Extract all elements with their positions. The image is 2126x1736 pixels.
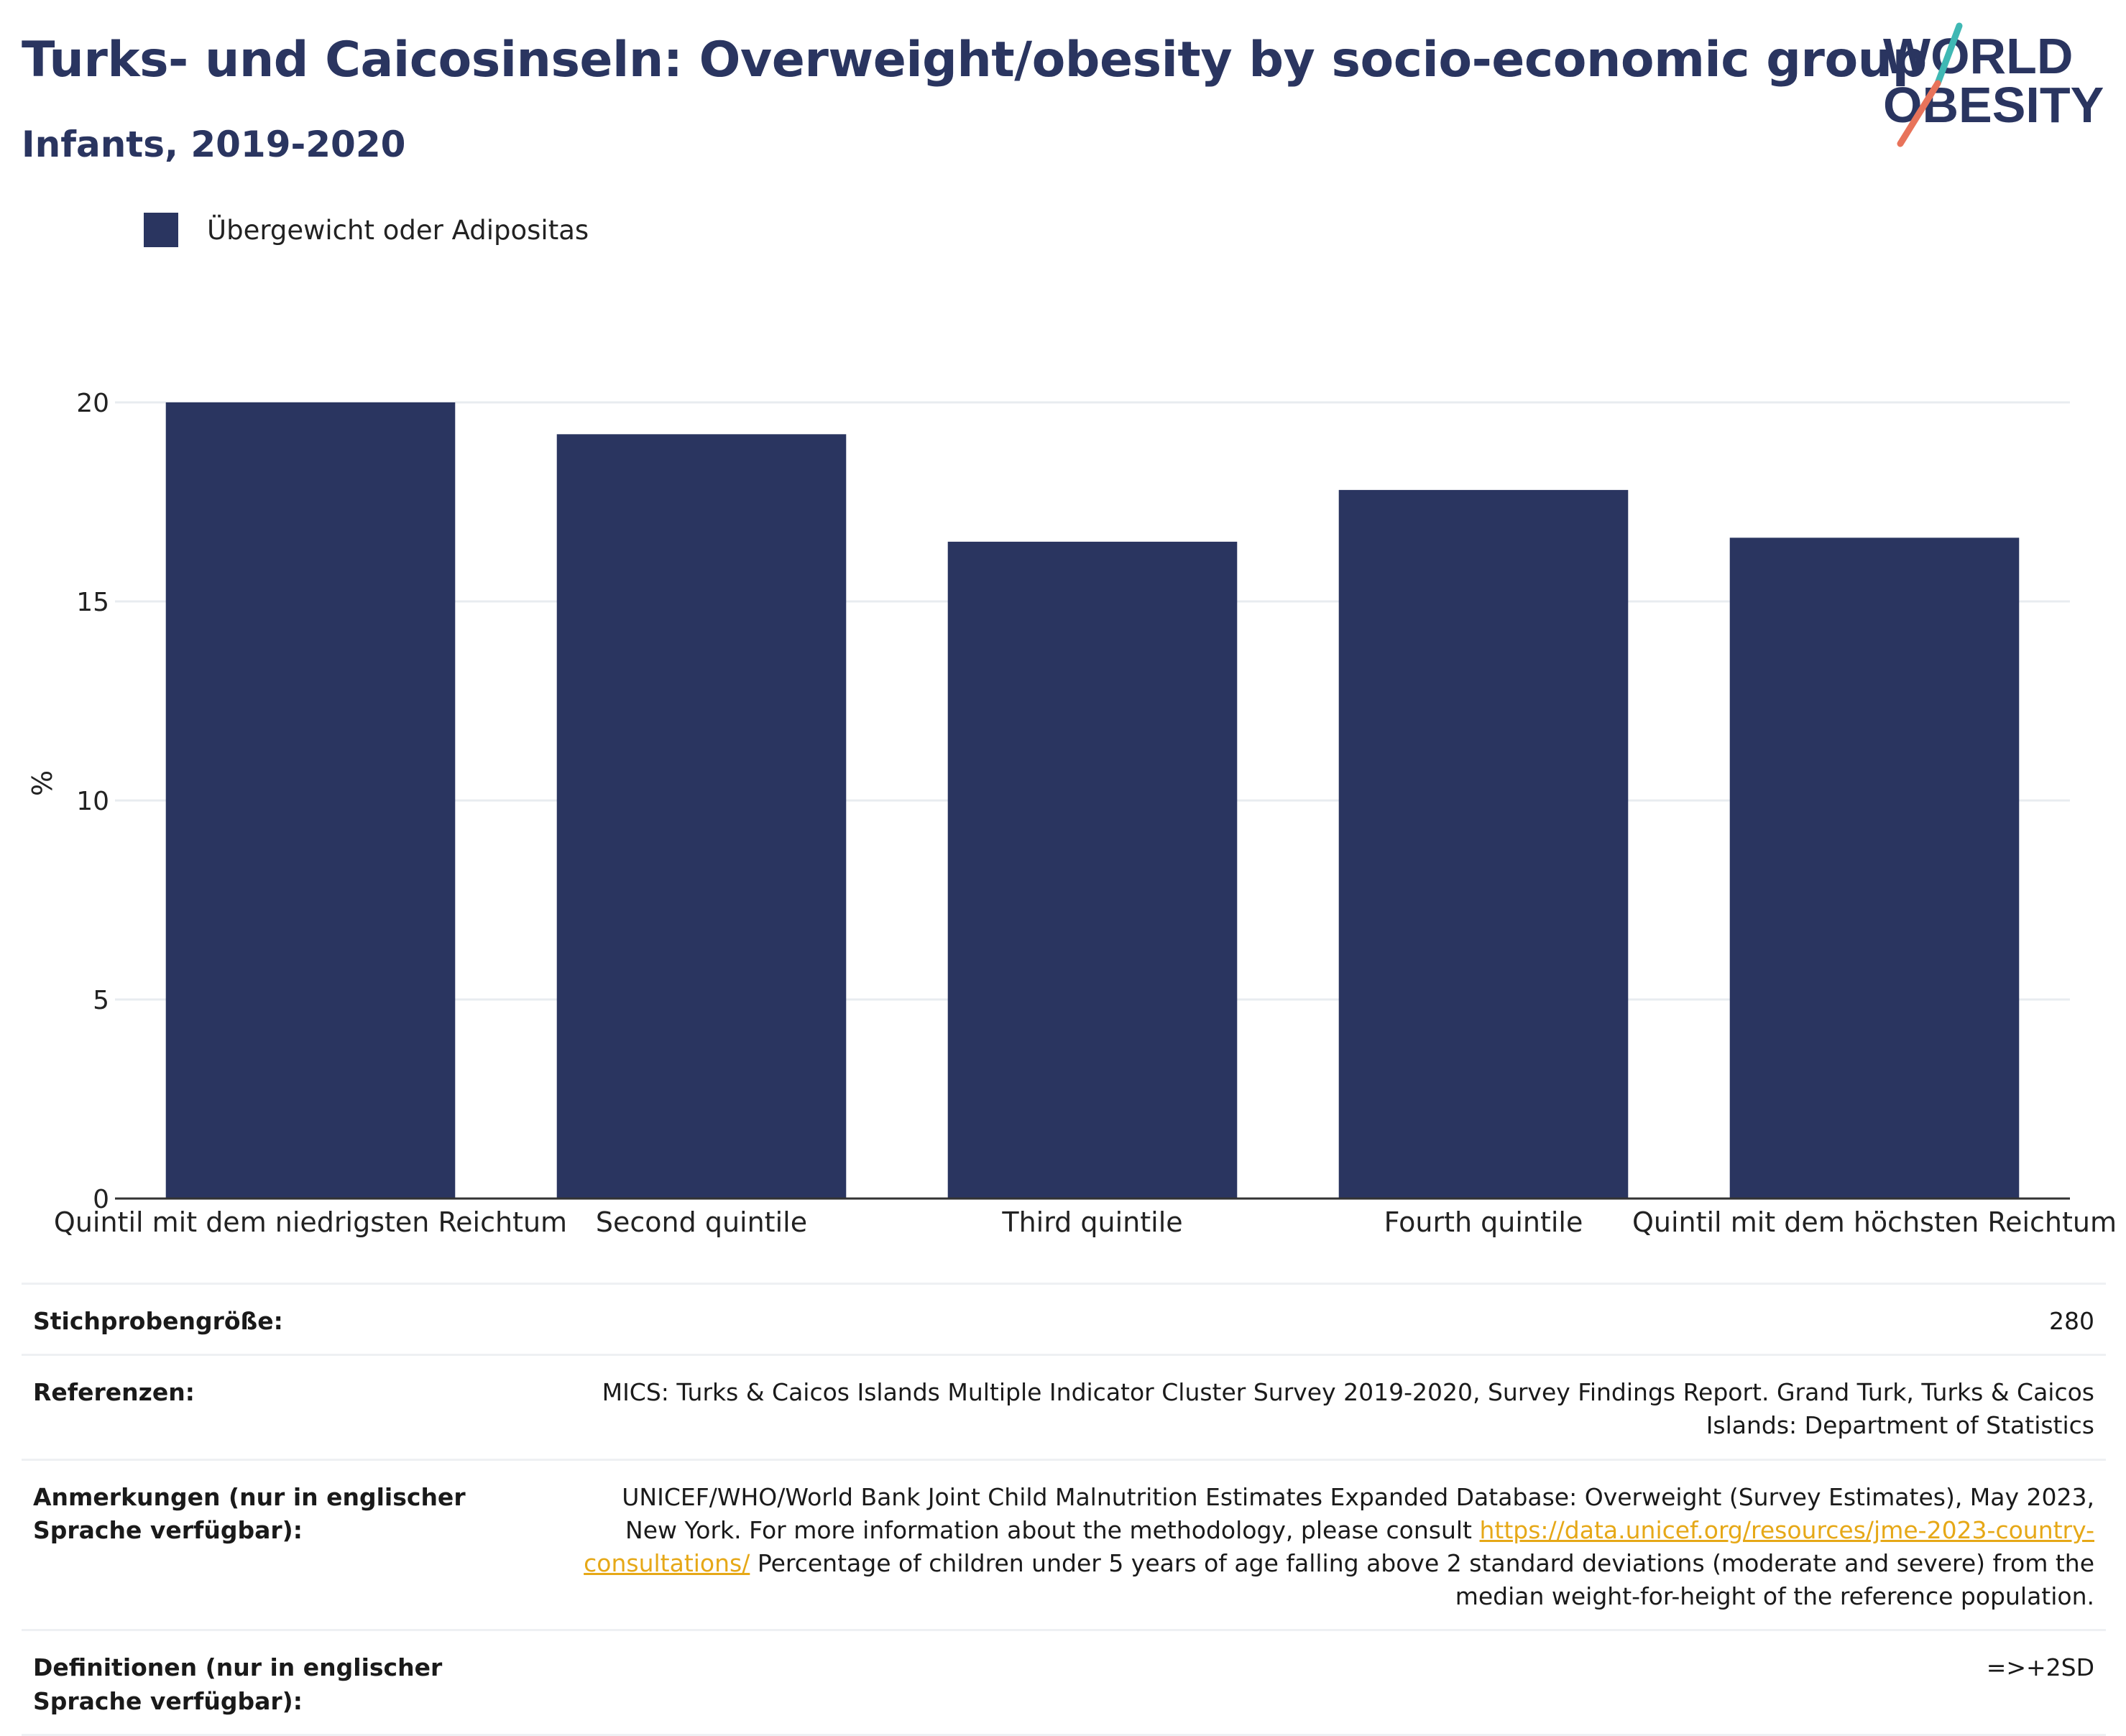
notes-text-2: Percentage of children under 5 years of … [757,1548,2094,1611]
y-tick-label: 0 [93,1185,109,1214]
sample-size-value: 280 [2049,1307,2094,1335]
bar[interactable] [947,541,1238,1199]
legend-label: Übergewicht oder Adipositas [207,214,589,246]
x-tick-label: Quintil mit dem höchsten Reichtum [1632,1206,2117,1238]
notes-text-1: UNICEF/WHO/World Bank Joint Child Malnut… [622,1482,2094,1544]
bars [165,402,2020,1199]
legend-swatch [144,213,178,247]
bar[interactable] [556,434,847,1199]
y-tick-label: 20 [76,389,109,418]
bar-chart: 0 5 10 15 20 Quintil mit dem niedrigsten Reic… [27,389,2117,1238]
bar[interactable] [1729,537,2020,1199]
definitions-label: Definitionen (nur in englischer Sprache … [33,1653,443,1715]
logo-line2: OBESITY [1883,77,2104,133]
references-label: Referenzen: [33,1378,195,1407]
y-axis-label: % [27,770,58,796]
info-table: Stichprobengröße: 280 Referenzen: MICS: … [22,1283,2106,1736]
bar[interactable] [1338,489,1629,1199]
chart-subtitle: Infants, 2019-2020 [22,124,406,165]
x-tick-label: Second quintile [596,1206,807,1238]
y-tick-label: 15 [76,588,109,617]
info-row-definitions: Definitionen (nur in englischer Sprache … [22,1629,2106,1736]
sample-size-label: Stichprobengröße: [33,1307,283,1335]
info-row-sample: Stichprobengröße: 280 [22,1283,2106,1354]
bar[interactable] [165,402,456,1199]
logo-slash-teal [1934,22,1963,87]
y-tick-label: 10 [76,787,109,816]
info-row-references: Referenzen: MICS: Turks & Caicos Islands… [22,1354,2106,1458]
chart-title: Turks- und Caicosinseln: Overweight/obes… [22,32,1927,88]
logo-slash-coral [1897,80,1941,147]
notes-link[interactable]: https://data.unicef.org/resources/jme-20… [584,1515,2094,1577]
logo-line1: WORLD [1883,28,2073,84]
notes-value: UNICEF/WHO/World Bank Joint Child Malnut… [551,1481,2094,1614]
x-tick-label: Third quintile [1001,1206,1182,1238]
legend[interactable]: Übergewicht oder Adipositas [144,210,589,250]
axes: 0 5 10 15 20 Quintil mit dem niedrigsten Reic… [54,389,2117,1238]
x-tick-label: Fourth quintile [1384,1206,1583,1238]
info-row-notes: Anmerkungen (nur in englischer Sprache v… [22,1458,2106,1630]
references-value: MICS: Turks & Caicos Islands Multiple In… [602,1378,2094,1440]
x-tick-label: Quintil mit dem niedrigsten Reichtum [54,1206,567,1238]
notes-label: Anmerkungen (nur in englischer Sprache v… [33,1482,466,1544]
world-obesity-logo: WORLD OBESITY [1883,22,2104,147]
definitions-value: =>+2SD [1986,1653,2094,1682]
y-tick-label: 5 [93,986,109,1015]
